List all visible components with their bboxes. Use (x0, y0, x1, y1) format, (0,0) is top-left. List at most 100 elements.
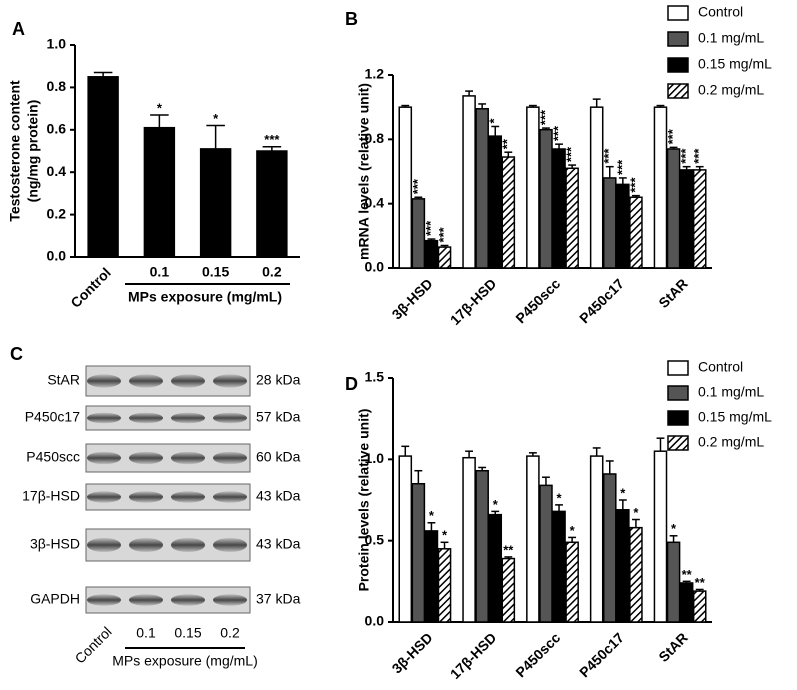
y-axis-label: (ng/mg protein) (25, 100, 41, 203)
x-tick-label: 0.2 (262, 264, 282, 280)
protein-label: 17β-HSD (22, 488, 80, 504)
y-tick-label: 0.6 (47, 121, 67, 137)
y-tick-label: 1.0 (47, 36, 67, 52)
significance: * (487, 117, 502, 123)
legend-swatch (667, 435, 689, 451)
bar (602, 177, 617, 269)
legend-swatch (667, 83, 689, 99)
blot-band (87, 412, 121, 424)
blot-band (87, 451, 121, 465)
significance: * (633, 505, 639, 520)
legend-swatch (667, 5, 689, 21)
bar (462, 95, 476, 269)
x-tick-label: 3β-HSD (389, 629, 436, 676)
bar (539, 484, 553, 623)
blot-band (129, 537, 163, 553)
bar (679, 169, 694, 269)
significance: ** (500, 138, 515, 149)
bar (692, 169, 707, 269)
y-tick-label: 0.0 (365, 613, 385, 629)
x-axis-label: MPs exposure (mg/mL) (128, 289, 282, 305)
significance: *** (691, 148, 706, 164)
legend-label: 0.2 mg/mL (698, 434, 764, 450)
blot-band (171, 451, 205, 465)
significance: *** (423, 220, 438, 236)
size-label: 60 kDa (256, 449, 301, 465)
size-label: 57 kDa (256, 409, 301, 425)
x-tick-label: 0.15 (202, 264, 229, 280)
panel-label: C (10, 344, 23, 364)
protein-label: 3β-HSD (30, 536, 80, 552)
bar (589, 106, 604, 269)
blot-band (171, 537, 205, 553)
bar (653, 450, 668, 623)
bar (437, 246, 452, 269)
size-label: 43 kDa (256, 488, 301, 504)
bar (616, 183, 630, 269)
protein-label: StAR (47, 372, 80, 388)
protein-label: P450c17 (25, 409, 80, 425)
y-axis-label: mRNA levels (relative unit) (356, 83, 372, 260)
bar (565, 167, 579, 269)
bar (679, 582, 694, 623)
legend-swatch (667, 410, 689, 426)
bar (629, 196, 643, 269)
x-tick-label: 3β-HSD (389, 275, 436, 322)
size-label: 28 kDa (256, 372, 301, 388)
legend-label: 0.15 mg/mL (698, 56, 772, 72)
x-axis-label: MPs exposure (mg/mL) (112, 653, 257, 669)
blot-band (87, 491, 121, 503)
blot-band (213, 594, 247, 606)
significance: ** (503, 542, 514, 557)
bar (475, 108, 489, 269)
y-tick-label: 0.4 (365, 194, 385, 210)
bar (629, 526, 643, 623)
significance: *** (627, 177, 642, 193)
blot-band (129, 594, 163, 606)
bar (666, 541, 681, 623)
bar (199, 148, 232, 258)
legend-swatch (667, 385, 689, 401)
significance: * (157, 100, 163, 115)
blot-band (213, 451, 247, 465)
y-tick-label: 0.5 (365, 531, 385, 547)
legend-swatch (667, 57, 689, 73)
significance: * (620, 485, 626, 500)
significance: * (429, 508, 435, 523)
bar (437, 548, 452, 623)
bar (424, 239, 439, 269)
y-axis-label: Testosterone content (7, 80, 23, 222)
x-tick-label: P450c17 (576, 275, 627, 326)
blot-band (87, 537, 121, 553)
legend-label: 0.2 mg/mL (698, 82, 764, 98)
panel-label: A (12, 19, 25, 39)
bar (539, 128, 553, 269)
x-tick-label: StAR (655, 275, 691, 311)
x-tick-label: P450scc (512, 275, 563, 326)
y-tick-label: 0.8 (47, 78, 67, 94)
significance: *** (537, 109, 552, 125)
bar (256, 150, 288, 258)
bar (692, 590, 707, 623)
lane-label: 0.1 (136, 625, 156, 641)
legend-swatch (667, 360, 689, 376)
bar (552, 148, 566, 269)
y-tick-label: 1.5 (365, 369, 385, 385)
blot-band (129, 491, 163, 503)
significance: *** (410, 178, 425, 194)
x-tick-label: 0.1 (150, 264, 170, 280)
bar (526, 455, 540, 623)
blot-band (213, 537, 247, 553)
legend-label: 0.1 mg/mL (698, 30, 764, 46)
x-tick-label: P450c17 (576, 629, 627, 680)
significance: * (213, 111, 219, 126)
blot-band (171, 374, 205, 388)
bar (616, 509, 630, 623)
bar (475, 469, 489, 623)
blot-band (213, 374, 247, 388)
significance: *** (665, 128, 680, 144)
bar (424, 530, 439, 623)
protein-label: GAPDH (30, 591, 80, 607)
significance: ** (682, 567, 693, 582)
significance: ** (695, 575, 706, 590)
